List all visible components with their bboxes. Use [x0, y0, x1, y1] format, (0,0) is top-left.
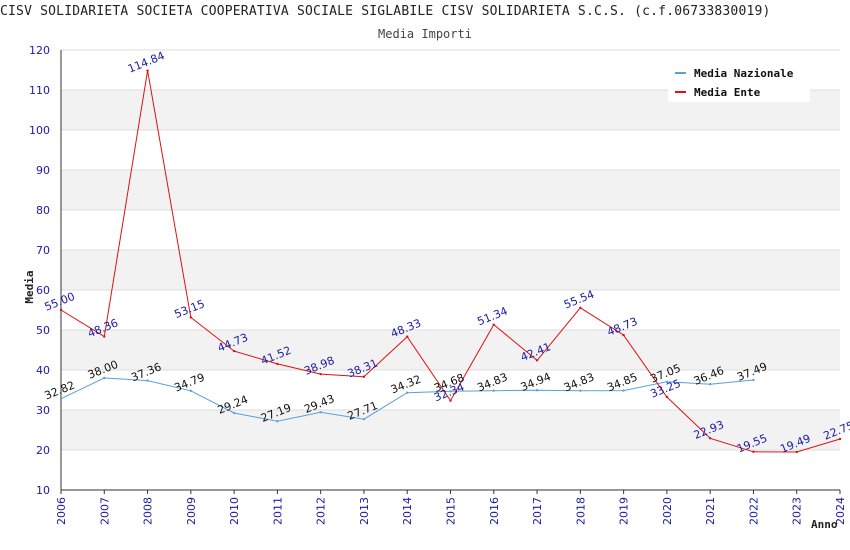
y-tick-label: 120	[29, 44, 50, 57]
x-tick-label: 2020	[661, 497, 674, 525]
x-tick-label: 2009	[185, 497, 198, 525]
grid-lines	[61, 49, 840, 491]
data-point	[838, 437, 842, 441]
data-label: 114.84	[126, 49, 167, 75]
data-point	[535, 359, 539, 362]
x-tick-label: 2010	[228, 497, 241, 525]
data-point	[708, 437, 712, 440]
data-point	[362, 417, 366, 421]
x-tick-label: 2006	[55, 497, 68, 525]
data-point	[103, 335, 106, 338]
data-point	[492, 389, 495, 392]
data-label: 55.54	[562, 288, 596, 312]
x-tick-label: 2015	[445, 497, 458, 525]
data-point	[319, 411, 322, 414]
data-point	[319, 372, 322, 376]
y-tick-label: 30	[36, 404, 50, 417]
data-point	[362, 375, 366, 378]
data-point	[752, 450, 755, 453]
data-point	[406, 335, 409, 338]
data-point	[665, 380, 669, 383]
legend-label: Media Nazionale	[694, 67, 794, 80]
legend: Media Nazionale Media Ente	[668, 60, 810, 102]
data-point	[752, 378, 755, 382]
x-tick-label: 2011	[271, 497, 284, 525]
y-tick-label: 50	[36, 324, 50, 337]
data-point	[103, 376, 106, 380]
chart-subtitle: Media Importi	[378, 27, 472, 41]
x-tick-label: 2021	[704, 497, 717, 525]
axes	[60, 50, 841, 494]
data-point	[579, 306, 582, 310]
data-point	[492, 323, 495, 326]
y-tick-labels: 10 20 30 40 50 60 70 80 90 100 110 120	[29, 44, 50, 497]
data-label: 32.82	[43, 379, 77, 403]
y-axis-label: Media	[23, 270, 36, 303]
series-lines	[59, 69, 842, 454]
data-point	[189, 389, 193, 393]
data-point	[622, 389, 625, 392]
y-tick-label: 110	[29, 84, 50, 97]
data-label: 53.15	[172, 297, 206, 321]
x-tick-label: 2019	[618, 497, 631, 525]
data-point	[579, 389, 582, 392]
x-tick-label: 2007	[98, 497, 111, 525]
data-point	[535, 389, 539, 392]
data-point	[59, 308, 63, 312]
grid-band	[61, 410, 840, 450]
data-point	[146, 379, 149, 382]
legend-box	[668, 60, 810, 102]
x-tick-label: 2014	[401, 497, 414, 525]
x-tick-label: 2024	[834, 497, 847, 525]
data-point	[449, 399, 452, 402]
y-tick-label: 80	[36, 204, 50, 217]
x-tick-label: 2022	[747, 497, 760, 525]
y-tick-label: 20	[36, 444, 50, 457]
grid-band	[61, 250, 840, 290]
y-tick-label: 100	[29, 124, 50, 137]
data-point	[665, 395, 669, 399]
data-label: 51.34	[475, 304, 509, 328]
data-point	[59, 397, 63, 400]
y-tick-label: 70	[36, 244, 50, 257]
x-tick-label: 2008	[142, 497, 155, 525]
x-tick-labels: 2006 2007 2008 2009 2010 2011 2012 2013 2014 2015…	[55, 497, 847, 525]
x-tick-label: 2018	[574, 497, 587, 525]
y-tick-label: 10	[36, 484, 50, 497]
data-point	[189, 316, 193, 319]
grid-band	[61, 170, 840, 210]
data-point	[276, 362, 279, 366]
y-tick-label: 90	[36, 164, 50, 177]
chart-title: CISV SOLIDARIETA SOCIETA COOPERATIVA SOC…	[0, 4, 771, 19]
y-tick-label: 40	[36, 364, 50, 377]
data-point	[795, 450, 798, 454]
data-point	[232, 411, 236, 415]
x-tick-label: 2017	[531, 497, 544, 525]
data-point	[708, 382, 712, 386]
data-point	[232, 349, 236, 353]
x-tick-label: 2012	[315, 497, 328, 525]
data-point	[146, 69, 149, 72]
x-tick-label: 2016	[488, 497, 501, 525]
x-axis-label: Anno	[811, 518, 838, 531]
x-tick-label: 2023	[791, 497, 804, 525]
data-point	[622, 333, 625, 337]
y-tick-label: 60	[36, 284, 50, 297]
data-point	[276, 420, 279, 423]
data-point	[449, 390, 452, 393]
grid-band	[61, 330, 840, 370]
data-point	[406, 391, 409, 394]
x-tick-label: 2013	[358, 497, 371, 525]
legend-label: Media Ente	[694, 86, 761, 99]
